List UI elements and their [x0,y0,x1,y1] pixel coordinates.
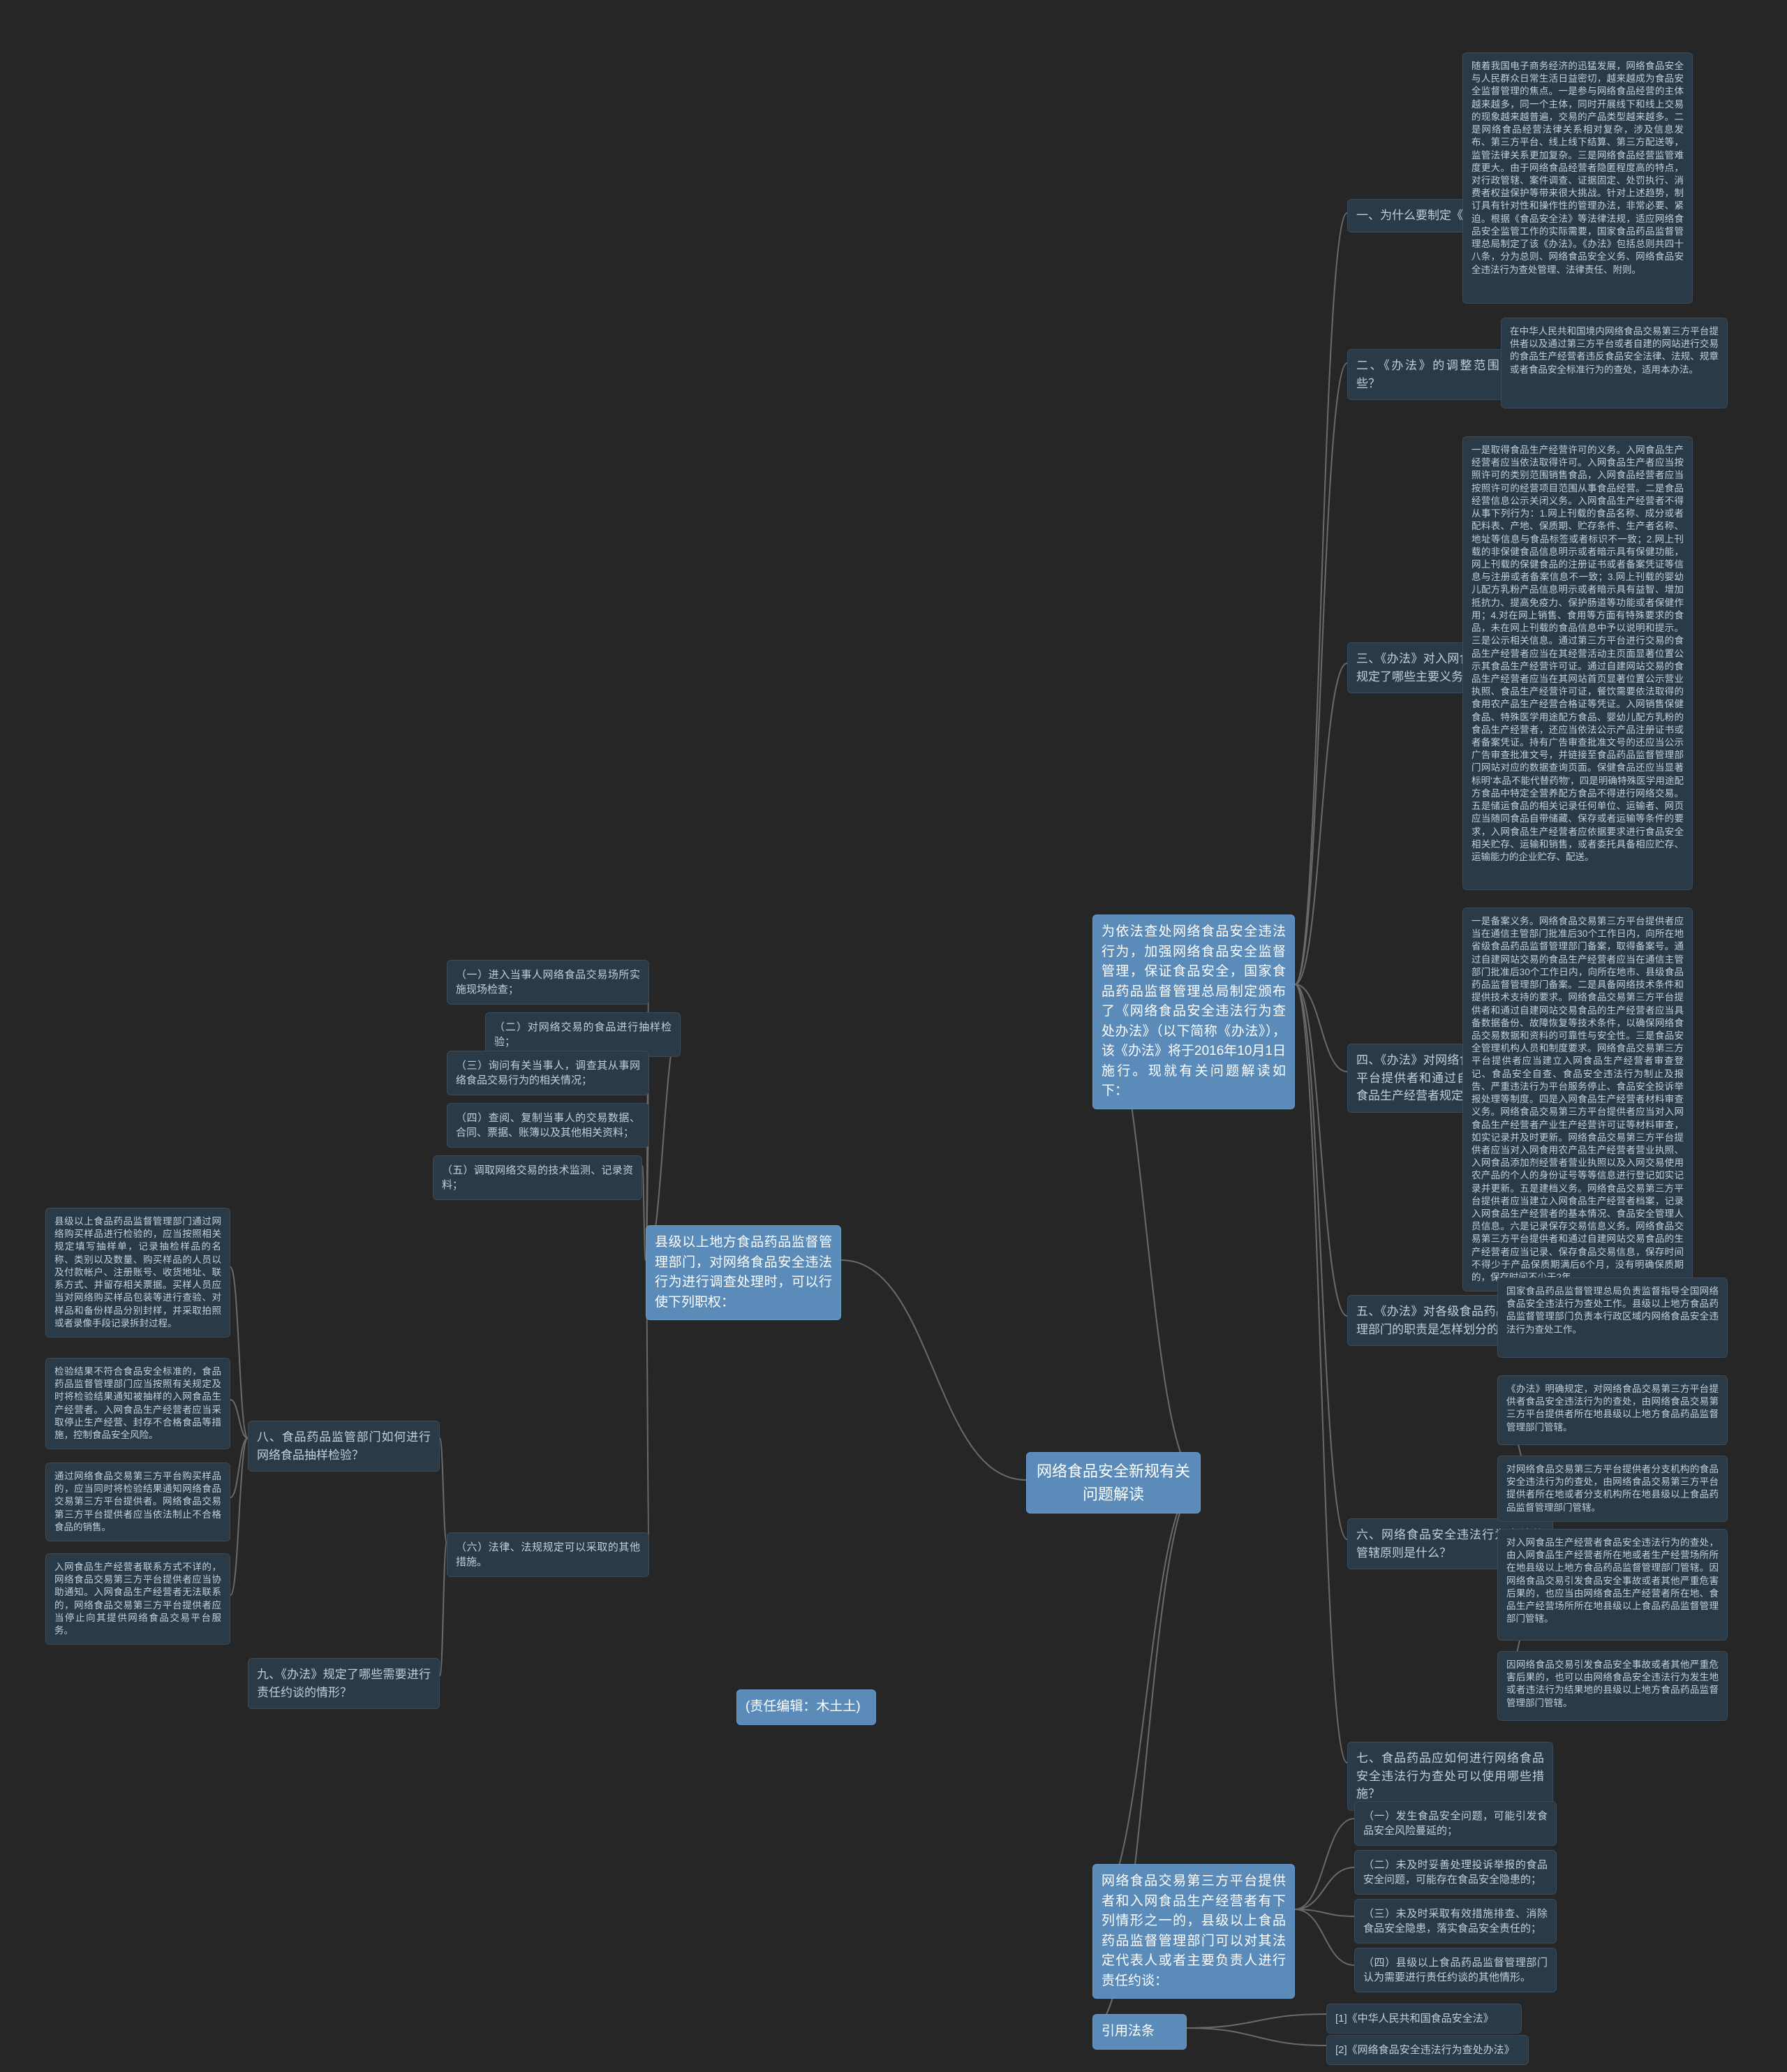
mindmap-node-l6: （六）法律、法规规定可以采取的其他措施。 [447,1532,649,1577]
mindmap-node-ed: (责任编辑：木土土) [736,1689,876,1725]
mindmap-node-l1: （一）进入当事人网络食品交易场所实施现场检查； [447,960,649,1005]
edge-l8q-l8a [230,1267,248,1438]
mindmap-node-r9b: [2]《网络食品安全违法行为查处办法》 [1326,2035,1529,2065]
edge-l6-l8q [440,1438,447,1543]
mindmap-node-l8c: 通过网络食品交易第三方平台购买样品的，应当同时将检验结果通知网络食品交易第三方平… [45,1463,230,1541]
edge-root-lmain [841,1260,1026,1480]
mindmap-node-r8c: （三）未及时采取有效措施排查、消除食品安全隐患，落实食品安全责任的； [1354,1899,1557,1944]
edge-rm-r2 [1295,363,1347,984]
mindmap-node-r6b: 对网络食品交易第三方平台提供者分支机构的食品安全违法行为的查处，由网络食品交易第… [1497,1456,1728,1522]
edge-rm-r1 [1295,213,1347,984]
edge-r8-r8d [1295,1909,1354,1965]
edge-rm-r5 [1295,984,1347,1316]
mindmap-node-l8q: 八、食品药品监管部门如何进行网络食品抽样检验？ [248,1421,440,1472]
edge-r8-r8a [1295,1819,1354,1909]
mindmap-node-r1d: 随着我国电子商务经济的迅猛发展，网络食品安全与人民群众日常生活日益密切，越来越成… [1462,52,1693,304]
edge-rm-r7 [1295,984,1347,1763]
mindmap-node-r8b: （二）未及时妥善处理投诉举报的食品安全问题，可能存在食品安全隐患的； [1354,1850,1557,1895]
edge-l8q-l8d [230,1438,248,1595]
mindmap-node-l9q: 九、《办法》规定了哪些需要进行责任约谈的情形？ [248,1658,440,1709]
edge-r9-r9a [1187,2014,1326,2028]
mindmap-node-r4d: 一是备案义务。网络食品交易第三方平台提供者应当在通信主管部门批准后30个工作日内… [1462,908,1693,1292]
edge-r8-r8c [1295,1909,1354,1916]
edge-l8q-l8c [230,1438,248,1497]
mindmap-node-r3d: 一是取得食品生产经营许可的义务。入网食品生产经营者应当依法取得许可。入网食品生产… [1462,436,1693,890]
mindmap-node-r8: 网络食品交易第三方平台提供者和入网食品生产经营者有下列情形之一的，县级以上食品药… [1092,1864,1295,1999]
mindmap-node-l8a: 县级以上食品药品监督管理部门通过网络购买样品进行检验的，应当按照相关规定填写抽样… [45,1208,230,1338]
edge-rm-r6 [1295,984,1347,1539]
mindmap-node-r6c: 对入网食品生产经营者食品安全违法行为的查处，由入网食品生产经营者所在地或者生产经… [1497,1529,1728,1641]
mindmap-node-r8d: （四）县级以上食品药品监督管理部门认为需要进行责任约谈的其他情形。 [1354,1948,1557,1992]
mindmap-node-r5d: 国家食品药品监督管理总局负责监督指导全国网络食品安全违法行为查处工作。县级以上地… [1497,1278,1728,1358]
mindmap-node-root: 网络食品安全新规有关问题解读 [1026,1452,1201,1514]
mindmap-node-l8b: 检验结果不符合食品安全标准的，食品药品监督管理部门应当按照有关规定及时将检验结果… [45,1358,230,1449]
mindmap-node-r2d: 在中华人民共和国境内网络食品交易第三方平台提供者以及通过第三方平台或者自建的网站… [1501,318,1728,408]
mindmap-node-r9: 引用法条 [1092,2014,1187,2050]
mindmap-node-l5: （五）调取网络交易的技术监测、记录资料； [433,1155,642,1200]
mindmap-node-l3: （三）询问有关当事人，调查其从事网络食品交易行为的相关情况； [447,1051,649,1095]
edge-lmain-l2 [646,1023,681,1260]
edge-l8q-l8b [230,1400,248,1438]
mindmap-node-r6a: 《办法》明确规定，对网络食品交易第三方平台提供者食品安全违法行为的查处，由网络食… [1497,1375,1728,1445]
edge-rm-r3 [1295,663,1347,984]
mindmap-node-r8a: （一）发生食品安全问题，可能引发食品安全风险蔓延的； [1354,1801,1557,1846]
edge-root-r8 [1092,1480,1201,1909]
edge-r9-r9b [1187,2028,1326,2045]
mindmap-node-r6d: 因网络食品交易引发食品安全事故或者其他严重危害后果的，也可以由网络食品安全违法行… [1497,1651,1728,1721]
mindmap-node-lmain: 县级以上地方食品药品监督管理部门，对网络食品安全违法行为进行调查处理时，可以行使… [646,1225,841,1320]
edge-rm-r4 [1295,984,1347,1072]
mindmap-node-l4: （四）查阅、复制当事人的交易数据、合同、票据、账簿以及其他相关资料； [447,1103,649,1148]
mindmap-node-rm: 为依法查处网络食品安全违法行为，加强网络食品安全监督管理，保证食品安全，国家食品… [1092,915,1295,1109]
mindmap-node-r9a: [1]《中华人民共和国食品安全法》 [1326,2004,1522,2034]
mindmap-node-r7: 七、食品药品应如何进行网络食品安全违法行为查处可以使用哪些措施？ [1347,1742,1553,1811]
edge-r8-r8b [1295,1867,1354,1909]
mindmap-node-l8d: 入网食品生产经营者联系方式不详的，网络食品交易第三方平台提供者应当协助通知。入网… [45,1553,230,1645]
edge-l6-l9q [440,1543,447,1675]
